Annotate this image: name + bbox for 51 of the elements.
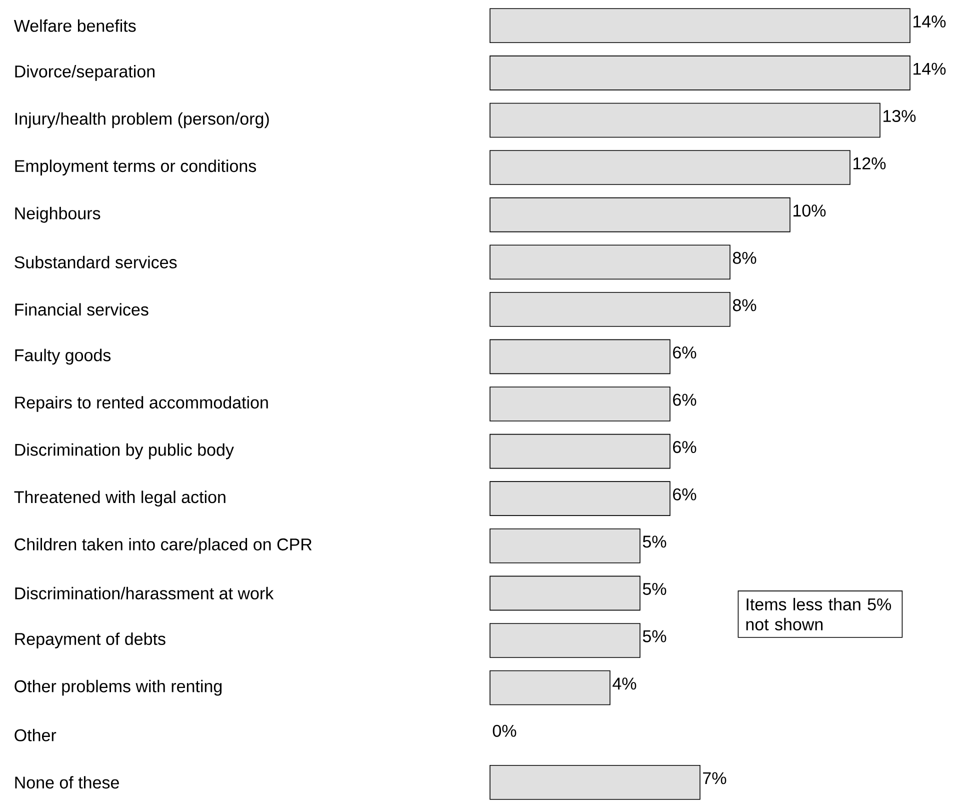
data-label: 14% — [914, 62, 946, 75]
data-label: 5% — [642, 583, 666, 595]
y-tick-label: Discrimination by public body — [15, 443, 234, 460]
y-tick-label: Divorce/separation — [15, 65, 154, 81]
annotation: Items less than 5% not shown — [746, 598, 892, 630]
bar — [490, 386, 670, 422]
bar — [490, 339, 670, 374]
y-tick-label: Other — [14, 728, 56, 742]
data-label: 10% — [794, 204, 826, 217]
y-tick-label: Injury/health problem (person/org) — [15, 112, 269, 128]
y-tick-label: Welfare benefits — [14, 19, 136, 32]
y-tick-label: Threatened with legal action — [14, 490, 226, 507]
bar — [490, 434, 670, 469]
data-label: 6% — [673, 346, 696, 359]
data-label: 7% — [703, 772, 726, 784]
bar — [490, 197, 790, 232]
data-label: 0% — [492, 724, 516, 737]
y-tick-label: Children taken into care/placed on CPR — [14, 538, 312, 554]
y-tick-label: Repayment of debts — [15, 632, 166, 648]
data-label: 5% — [642, 536, 666, 548]
bar — [490, 56, 910, 90]
data-label: 13% — [884, 110, 916, 122]
y-tick-label: None of these — [15, 776, 119, 789]
bar — [490, 528, 640, 564]
y-tick-label: Other problems with renting — [14, 680, 222, 696]
data-label: 14% — [914, 16, 946, 28]
data-label: 4% — [612, 678, 636, 690]
y-tick-label: Financial services — [15, 303, 148, 316]
data-label: 6% — [673, 394, 696, 406]
bar — [490, 481, 670, 516]
y-tick-label: Substandard services — [14, 256, 177, 268]
bar — [490, 670, 610, 706]
y-tick-label: Faulty goods — [15, 348, 111, 365]
bar — [490, 244, 730, 280]
data-label: 6% — [673, 441, 696, 454]
bar — [490, 764, 700, 800]
data-label: 5% — [642, 630, 666, 642]
y-tick-label: Repairs to rented accommodation — [15, 396, 268, 412]
data-label: 6% — [673, 488, 696, 500]
data-label: 12% — [854, 157, 886, 170]
y-tick-label: Employment terms or conditions — [15, 160, 256, 176]
bar — [490, 623, 640, 658]
data-label: 8% — [732, 252, 756, 264]
bar — [490, 150, 850, 185]
y-tick-label: Neighbours — [15, 206, 100, 223]
bar — [490, 8, 910, 44]
bar — [490, 576, 640, 611]
bar — [490, 292, 730, 327]
y-tick-label: Discrimination/harassment at work — [15, 586, 274, 600]
bar — [490, 102, 880, 138]
data-label: 8% — [732, 299, 756, 312]
